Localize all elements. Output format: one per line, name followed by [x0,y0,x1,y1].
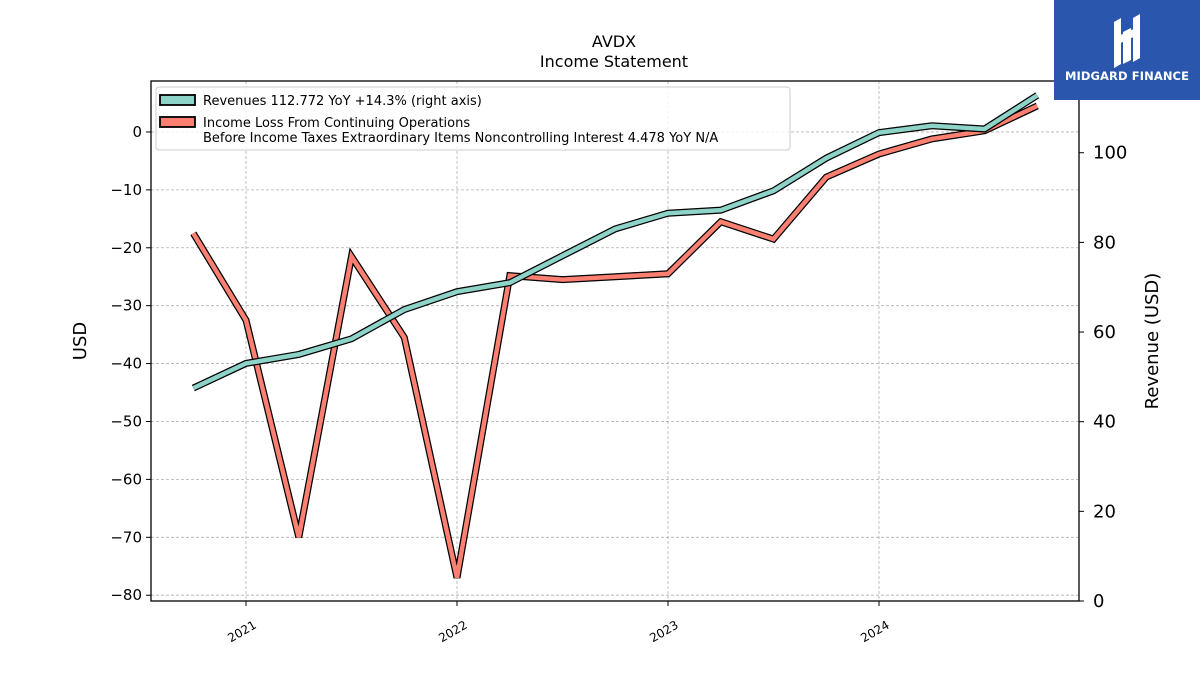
chart-title: AVDX [592,32,636,51]
right-tick-label: 60 [1093,322,1116,343]
grid [151,81,1079,601]
right-tick-label: 100 [1093,143,1127,164]
left-tick-label: 0 [132,123,142,141]
plot-frame [150,80,1080,602]
right-tick-label: 80 [1093,232,1116,253]
x-axis: 2021 2022 2023 2024 [225,601,892,645]
right-tick-label: 20 [1093,501,1116,522]
right-tick-label: 40 [1093,412,1116,433]
legend-label: Income Loss From Continuing Operations [203,116,470,131]
series-line-outline [190,102,1039,579]
series-line [192,93,1039,391]
right-tick-label: 0 [1093,591,1104,612]
left-tick-label: −10 [110,181,142,199]
legend-swatch [159,116,196,128]
brand-logo: MIDGARD FINANCE [1054,0,1200,100]
left-tick-label: −50 [110,412,142,430]
left-axis-label: USD [70,322,91,360]
right-axis-label: Revenue (USD) [1142,273,1163,410]
left-tick-label: −60 [110,470,142,488]
brand-logo-icon [1114,14,1140,68]
x-tick-label: 2024 [858,618,891,645]
legend-swatch [159,94,196,106]
legend-label: Before Income Taxes Extraordinary Items … [203,131,718,146]
left-tick-label: −40 [110,355,142,373]
left-tick-label: −20 [110,239,142,257]
left-tick-label: −70 [110,528,142,546]
left-tick-label: −30 [110,297,142,315]
right-axis: 0 20 40 60 80 100 [1079,143,1127,612]
x-tick-label: 2022 [436,618,469,645]
legend: Revenues 112.772 YoY +14.3% (right axis)… [155,86,791,151]
brand-name: MIDGARD FINANCE [1064,69,1190,83]
x-tick-label: 2021 [225,618,258,645]
legend-label: Revenues 112.772 YoY +14.3% (right axis) [203,94,482,109]
left-tick-label: −80 [110,586,142,604]
chart-subtitle: Income Statement [540,52,688,71]
data-lines [190,92,1040,579]
x-tick-label: 2023 [647,618,680,645]
series-line [191,103,1039,579]
legend-box [155,86,791,151]
left-axis: 0 −10 −20 −30 −40 −50 −60 −70 −80 [110,123,151,604]
